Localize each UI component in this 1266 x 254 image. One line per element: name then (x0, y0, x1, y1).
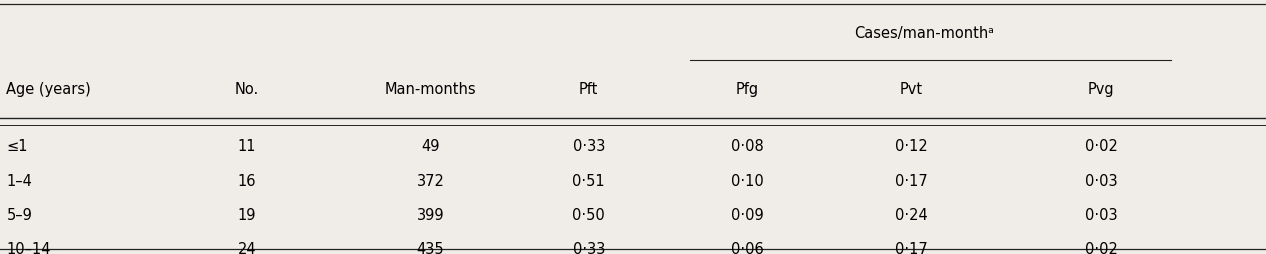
Text: 0·17: 0·17 (895, 242, 928, 254)
Text: 0·02: 0·02 (1085, 242, 1118, 254)
Text: 0·51: 0·51 (572, 173, 605, 188)
Text: 49: 49 (422, 139, 439, 153)
Text: 0·02: 0·02 (1085, 139, 1118, 153)
Text: No.: No. (234, 82, 260, 96)
Text: 0·08: 0·08 (730, 139, 763, 153)
Text: Pvg: Pvg (1087, 82, 1115, 96)
Text: 11: 11 (238, 139, 256, 153)
Text: 435: 435 (417, 242, 444, 254)
Text: 0·10: 0·10 (730, 173, 763, 188)
Text: 0·33: 0·33 (572, 139, 605, 153)
Text: 0·33: 0·33 (572, 242, 605, 254)
Text: Cases/man-monthᵃ: Cases/man-monthᵃ (855, 26, 994, 40)
Text: 0·24: 0·24 (895, 207, 928, 222)
Text: 5–9: 5–9 (6, 207, 32, 222)
Text: 399: 399 (417, 207, 444, 222)
Text: 24: 24 (238, 242, 256, 254)
Text: 0·06: 0·06 (730, 242, 763, 254)
Text: 16: 16 (238, 173, 256, 188)
Text: Age (years): Age (years) (6, 82, 91, 96)
Text: ≤1: ≤1 (6, 139, 28, 153)
Text: Pvt: Pvt (900, 82, 923, 96)
Text: 0·03: 0·03 (1085, 207, 1118, 222)
Text: 0·09: 0·09 (730, 207, 763, 222)
Text: Pfg: Pfg (736, 82, 758, 96)
Text: 372: 372 (417, 173, 444, 188)
Text: Pft: Pft (579, 82, 599, 96)
Text: 1–4: 1–4 (6, 173, 32, 188)
Text: 0·17: 0·17 (895, 173, 928, 188)
Text: 0·12: 0·12 (895, 139, 928, 153)
Text: 0·03: 0·03 (1085, 173, 1118, 188)
Text: 0·50: 0·50 (572, 207, 605, 222)
Text: 19: 19 (238, 207, 256, 222)
Text: 10–14: 10–14 (6, 242, 51, 254)
Text: Man-months: Man-months (385, 82, 476, 96)
